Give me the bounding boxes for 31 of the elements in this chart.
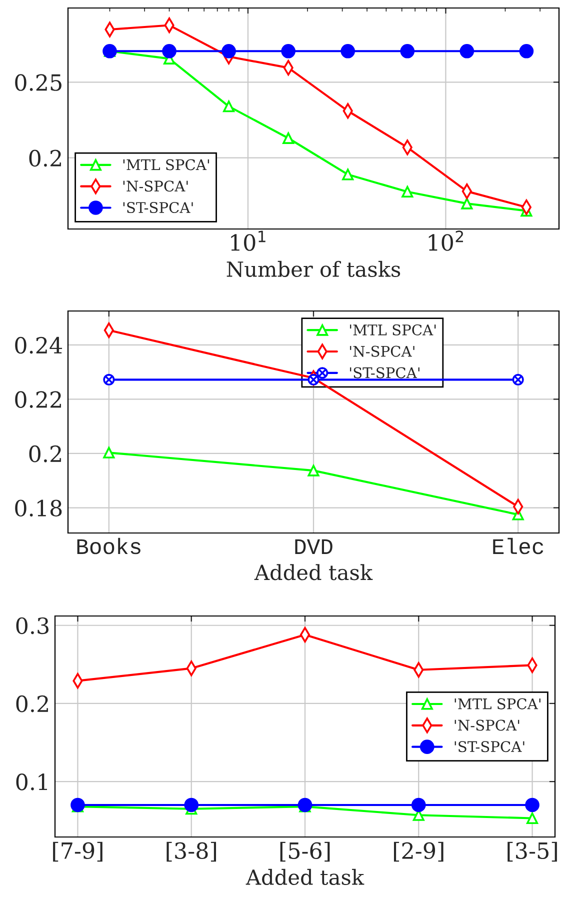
y-tick-label: 0.25 [15,74,62,91]
x-tick-label: [5-6] [280,842,330,862]
x-tick-label: DVD [295,539,332,554]
x-tick-label: [3-5] [508,842,557,862]
x-tick-label: [3-8] [166,842,216,862]
legend-label: 'MTL SPCA' [123,159,210,170]
y-tick-label: 0.1 [16,774,47,790]
y-tick-label: 0.24 [15,336,62,354]
x-tick-label: Elec [493,538,544,554]
legend-label: 'ST-SPCA' [123,202,193,214]
legend-label: 'ST-SPCA' [454,741,524,752]
x-axis-title: Added task [246,868,364,886]
y-tick-label: 0.18 [15,500,62,517]
y-tick-label: 0.2 [16,695,48,712]
legend-label: 'N-SPCA' [350,346,414,357]
x-tick-label: 10$^{1}$ [231,230,266,251]
legend-label: 'ST-SPCA' [350,367,420,378]
y-tick-label: 0.3 [16,617,48,634]
x-tick-label: 10$^{2}$ [428,230,463,251]
x-axis-title: Number of tasks [226,260,400,278]
x-tick-label: Books [77,538,140,554]
y-tick-label: 0.22 [15,391,61,408]
legend-label: 'N-SPCA' [123,180,188,192]
x-axis-title: Added task [254,564,373,580]
y-tick-label: 0.2 [29,150,61,167]
legend-label: 'N-SPCA' [454,720,520,731]
legend-label: 'MTL SPCA' [454,698,540,710]
x-tick-label: [7-9] [53,842,102,862]
legend-label: 'MTL SPCA' [350,324,436,336]
x-tick-label: [2-9] [394,842,444,862]
y-tick-label: 0.2 [29,445,61,462]
